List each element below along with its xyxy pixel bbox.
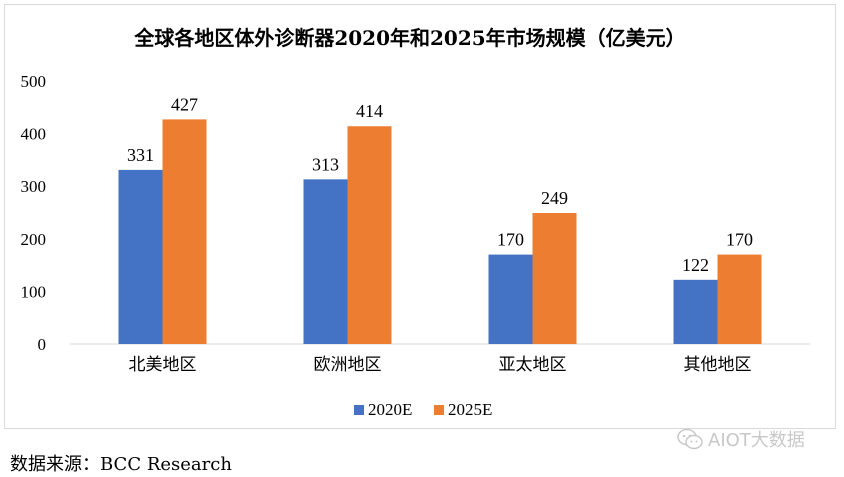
data-label: 331	[127, 145, 154, 165]
data-label: 427	[171, 94, 198, 114]
y-tick-label: 300	[21, 177, 47, 196]
x-category-label: 北美地区	[129, 355, 197, 375]
x-category-label: 其他地区	[684, 355, 752, 375]
data-label: 249	[541, 188, 568, 208]
y-tick-label: 100	[21, 282, 47, 301]
bar-2025E-亚太地区	[532, 213, 577, 344]
data-label: 122	[682, 255, 709, 275]
legend-swatch	[354, 405, 364, 415]
bar-2025E-北美地区	[162, 119, 207, 344]
bar-2025E-欧洲地区	[347, 126, 392, 345]
x-category-label: 欧洲地区	[314, 355, 382, 375]
bar-2020E-欧洲地区	[303, 179, 348, 344]
data-label: 170	[726, 230, 753, 250]
legend: 2020E 2025E	[354, 400, 492, 419]
y-tick-label: 200	[21, 230, 47, 249]
x-category-label: 亚太地区	[499, 355, 567, 375]
bar-2020E-北美地区	[118, 169, 163, 344]
data-label: 170	[497, 230, 524, 250]
data-label: 414	[356, 101, 383, 121]
bar-2020E-亚太地区	[488, 254, 533, 344]
bar-2020E-其他地区	[673, 279, 718, 344]
y-tick-label: 500	[21, 72, 47, 91]
watermark-text: AIOT大数据	[708, 430, 805, 451]
source-note: 数据来源：BCC Research	[10, 454, 232, 475]
chart-title: 全球各地区体外诊断器2020年和2025年市场规模（亿美元）	[133, 26, 685, 50]
bar-2025E-其他地区	[717, 254, 762, 344]
y-tick-label: 400	[21, 125, 47, 144]
legend-label: 2020E	[368, 400, 412, 419]
legend-swatch	[434, 405, 444, 415]
data-label: 313	[312, 154, 339, 174]
watermark: AIOT大数据	[676, 426, 805, 452]
legend-label: 2025E	[448, 400, 492, 419]
wechat-icon	[677, 428, 703, 450]
bar-chart: 全球各地区体外诊断器2020年和2025年市场规模（亿美元） 0 100 200 30…	[21, 26, 810, 419]
y-tick-label: 0	[38, 335, 47, 354]
